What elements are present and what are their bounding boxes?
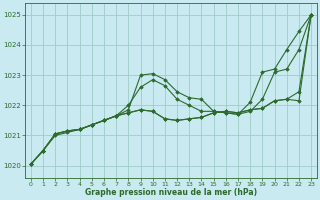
X-axis label: Graphe pression niveau de la mer (hPa): Graphe pression niveau de la mer (hPa)	[85, 188, 257, 197]
